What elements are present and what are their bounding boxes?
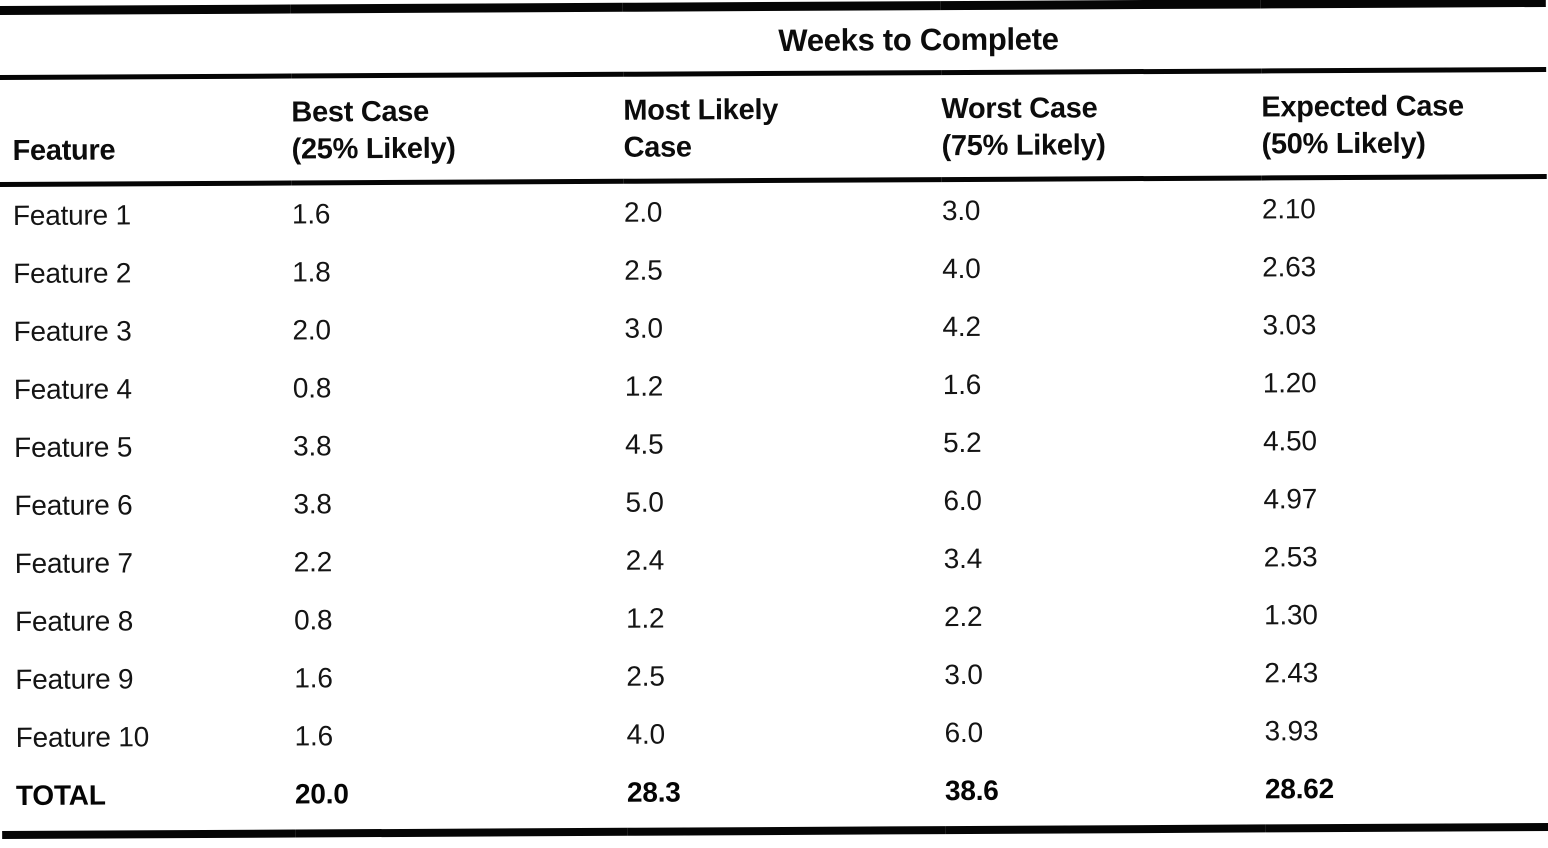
value-cell: 2.0 [623, 196, 663, 228]
value-cell: 1.6 [294, 720, 334, 752]
value-cell: 3.8 [293, 430, 332, 462]
column-header-worst-case: Worst Case (75% Likely) [941, 70, 1262, 180]
value-cell: 2.5 [626, 660, 665, 692]
table-row: Feature 4 0.8 1.2 1.6 1.20 [0, 353, 1548, 419]
table-row: Feature 5 3.8 4.5 5.2 4.50 [0, 411, 1548, 477]
value-cell: 2.2 [943, 600, 983, 633]
value-cell: 1.20 [1262, 367, 1317, 399]
value-cell: 5.0 [625, 486, 664, 518]
row-label-cell: Feature 2 [13, 257, 132, 289]
table-row: Feature 10 1.6 4.0 6.0 3.93 [1, 701, 1548, 767]
value-cell: 2.10 [1261, 193, 1316, 225]
table-title-row: Weeks to Complete [0, 2, 1547, 78]
table-row: Feature 7 2.2 2.4 3.4 2.53 [1, 527, 1548, 593]
column-header-feature: Feature [0, 76, 292, 185]
spanner-spacer [0, 9, 292, 78]
value-cell: 0.8 [293, 604, 333, 636]
value-cell: 3.03 [1262, 309, 1317, 341]
value-cell: 2.63 [1262, 251, 1316, 283]
total-label-cell: TOTAL [1, 765, 296, 836]
value-cell: 2.2 [293, 546, 333, 578]
value-cell: 1.6 [294, 662, 333, 694]
column-header-row: Feature Best Case (25% Likely) Most Like… [0, 69, 1547, 185]
value-cell: 3.4 [943, 542, 983, 575]
value-cell: 2.53 [1263, 541, 1318, 573]
value-cell: 2.5 [624, 254, 663, 286]
value-cell: 4.2 [942, 310, 981, 343]
table-row: Feature 3 2.0 3.0 4.2 3.03 [0, 295, 1548, 361]
total-value-cell: 28.62 [1264, 758, 1548, 829]
total-value-cell: 20.0 [294, 763, 628, 834]
value-cell: 1.2 [625, 602, 665, 634]
value-cell: 4.50 [1263, 425, 1317, 457]
column-header-best-case: Best Case (25% Likely) [291, 74, 624, 184]
value-cell: 4.97 [1263, 483, 1318, 515]
table-row: Feature 6 3.8 5.0 6.0 4.97 [0, 469, 1548, 535]
value-cell: 4.0 [942, 252, 981, 285]
value-cell: 3.93 [1264, 715, 1319, 747]
value-cell: 4.0 [626, 718, 666, 750]
row-label-cell: Feature 8 [14, 605, 134, 637]
value-cell: 1.6 [291, 198, 331, 230]
value-cell: 3.0 [944, 658, 983, 691]
value-cell: 5.2 [943, 426, 982, 459]
row-label-cell: Feature 5 [14, 431, 133, 463]
value-cell: 1.30 [1263, 599, 1318, 631]
table-row: Feature 2 1.8 2.5 4.0 2.63 [0, 237, 1547, 303]
value-cell: 1.8 [292, 256, 331, 288]
table-row: Feature 9 1.6 2.5 3.0 2.43 [1, 643, 1548, 709]
value-cell: 3.0 [941, 194, 981, 227]
value-cell: 1.2 [624, 370, 664, 402]
table-title: Weeks to Complete [290, 2, 1547, 77]
total-row: TOTAL 20.0 28.3 38.6 28.62 [1, 758, 1548, 836]
value-cell: 2.0 [292, 314, 331, 346]
table-row: Feature 8 0.8 1.2 2.2 1.30 [1, 585, 1548, 651]
value-cell: 6.0 [944, 716, 984, 749]
column-header-most-likely-case: Most Likely Case [623, 72, 942, 182]
value-cell: 0.8 [292, 372, 332, 404]
row-label-cell: Feature 6 [14, 489, 133, 521]
row-label-cell: Feature 10 [15, 721, 150, 753]
value-cell: 3.0 [624, 312, 663, 344]
table-row: Feature 1 1.6 2.0 3.0 2.10 [0, 176, 1547, 245]
value-cell: 6.0 [943, 484, 982, 517]
value-cell: 3.8 [293, 488, 332, 520]
value-cell: 2.43 [1264, 657, 1319, 689]
total-value-cell: 28.3 [626, 762, 946, 832]
total-value-cell: 38.6 [944, 760, 1266, 831]
row-label-cell: Feature 7 [14, 547, 133, 579]
table-body: Feature 1 1.6 2.0 3.0 2.10 Feature 2 1.8… [0, 176, 1548, 767]
value-cell: 4.5 [625, 428, 664, 460]
row-label-cell: Feature 3 [13, 315, 132, 347]
column-header-expected-case: Expected Case (50% Likely) [1261, 69, 1547, 178]
value-cell: 2.4 [625, 544, 665, 576]
row-label-cell: Feature 4 [13, 373, 132, 405]
row-label-cell: Feature 1 [12, 199, 132, 231]
value-cell: 1.6 [942, 368, 982, 401]
row-label-cell: Feature 9 [15, 663, 134, 695]
